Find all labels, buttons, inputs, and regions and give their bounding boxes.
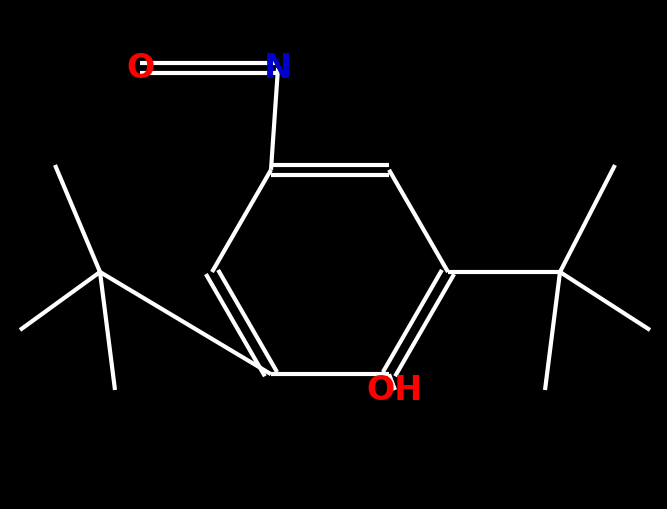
Text: O: O bbox=[126, 51, 154, 84]
Text: OH: OH bbox=[367, 374, 423, 407]
Text: N: N bbox=[264, 51, 292, 84]
